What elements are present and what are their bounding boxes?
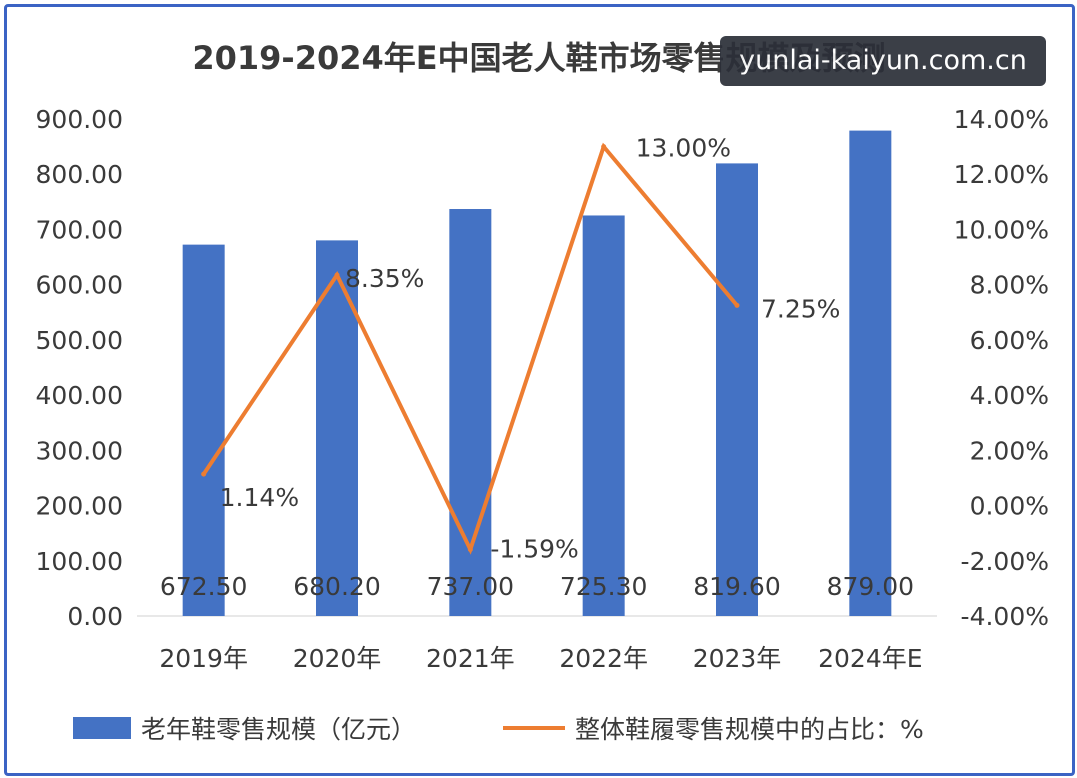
right-axis-tick-label: 12.00% [954, 160, 1049, 189]
bar-value-label: 819.60 [693, 572, 780, 601]
bar-2019年 [182, 244, 225, 616]
x-tick-label: 2022年 [559, 644, 648, 673]
x-tick-label: 2023年 [693, 644, 782, 673]
line-value-label: 7.25% [761, 294, 840, 323]
right-axis-tick-label: 8.00% [970, 271, 1049, 300]
left-axis-tick-label: 800.00 [36, 160, 123, 189]
right-axis-tick-label: 10.00% [954, 215, 1049, 244]
right-axis-tick-label: 4.00% [970, 381, 1049, 410]
line-value-label: 1.14% [220, 483, 299, 512]
left-axis-tick-label: 200.00 [36, 492, 123, 521]
bar-2022年 [582, 215, 625, 617]
line-value-label: 8.35% [345, 264, 424, 293]
chart-frame: 2019-2024年E中国老人鞋市场零售规模及预测 0.00 100.00 200.0… [4, 4, 1075, 776]
right-axis-tick-label: 2.00% [970, 436, 1049, 465]
share-line-point [334, 272, 340, 278]
bar-2024年E [849, 130, 892, 616]
x-tick-label: 2024年E [818, 644, 922, 673]
right-axis-tick-label: 0.00% [970, 492, 1049, 521]
left-axis-tick-label: 400.00 [36, 381, 123, 410]
site-watermark-badge: yunlai-kaiyun.com.cn [720, 36, 1046, 86]
left-axis-tick-label: 900.00 [36, 105, 123, 134]
bar-value-label: 672.50 [160, 572, 247, 601]
right-axis-tick-label: -4.00% [961, 602, 1049, 631]
bar-2021年 [449, 209, 492, 617]
left-axis-tick-label: 300.00 [36, 436, 123, 465]
left-axis-tick-label: 600.00 [36, 271, 123, 300]
bar-value-label: 680.20 [293, 572, 380, 601]
legend-bar-label: 老年鞋零售规模（亿元） [141, 715, 416, 744]
right-axis-tick-label: 14.00% [954, 105, 1049, 134]
right-axis-tick-label: 6.00% [970, 326, 1049, 355]
right-axis-tick-label: -2.00% [961, 547, 1049, 576]
chart-svg: 2019-2024年E中国老人鞋市场零售规模及预测0.00100.00200.0… [36, 39, 1049, 744]
bar-value-label: 879.00 [827, 572, 914, 601]
share-line-point [734, 302, 740, 308]
x-tick-label: 2021年 [426, 644, 515, 673]
share-line-point [601, 144, 607, 150]
x-tick-label: 2020年 [293, 644, 382, 673]
left-axis-tick-label: 500.00 [36, 326, 123, 355]
legend-bar-swatch [73, 717, 131, 739]
share-line-point [201, 471, 207, 477]
bar-2023年 [716, 163, 758, 616]
line-value-label: 13.00% [636, 134, 731, 163]
left-axis-tick-label: 0.00 [67, 602, 123, 631]
left-axis-tick-label: 100.00 [36, 547, 123, 576]
share-line-point [467, 546, 473, 552]
line-value-label: -1.59% [490, 534, 578, 563]
x-tick-label: 2019年 [159, 644, 248, 673]
bar-value-label: 725.30 [560, 572, 647, 601]
left-axis-tick-label: 700.00 [36, 215, 123, 244]
bar-value-label: 737.00 [427, 572, 514, 601]
legend-line-label: 整体鞋履零售规模中的占比：% [575, 715, 924, 744]
